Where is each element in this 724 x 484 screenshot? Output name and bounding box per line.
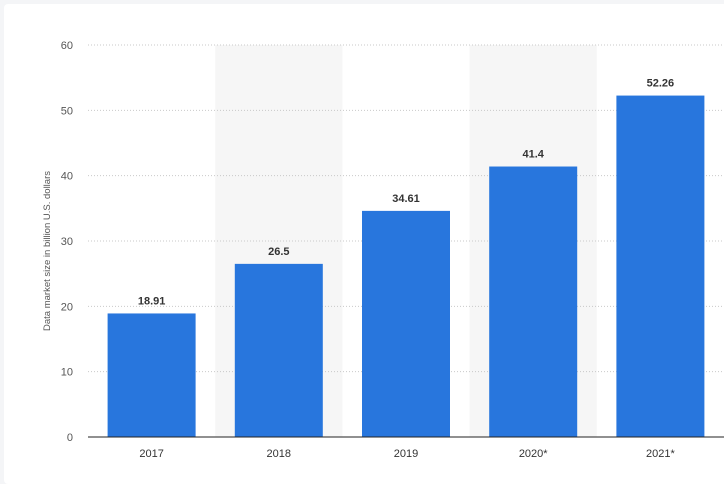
x-tick-2021: 2021*: [646, 448, 675, 460]
value-labels: 18.91 26.5 34.61 41.4 52.26: [138, 78, 674, 308]
y-tick-50: 50: [61, 105, 73, 117]
y-axis-ticks: 0 10 20 30 40 50 60: [61, 40, 73, 444]
x-tick-2018: 2018: [267, 448, 291, 460]
y-tick-0: 0: [67, 432, 73, 444]
value-label-2020: 41.4: [522, 149, 544, 161]
y-tick-40: 40: [61, 171, 73, 183]
value-label-2018: 26.5: [268, 246, 289, 258]
bar-2018[interactable]: [234, 263, 323, 437]
bar-2021[interactable]: [616, 95, 705, 438]
bar-2019[interactable]: [362, 210, 450, 437]
x-tick-2019: 2019: [394, 448, 418, 460]
y-tick-10: 10: [61, 367, 73, 379]
y-tick-20: 20: [61, 301, 73, 313]
x-tick-2020: 2020*: [519, 448, 548, 460]
y-tick-30: 30: [61, 236, 73, 248]
bar-chart: 0 10 20 30 40 50 60 18.91 26.5 34.61 41.4 52.26 20…: [42, 40, 724, 460]
value-label-2021: 52.26: [647, 78, 675, 90]
bars: [107, 95, 705, 438]
bar-2017[interactable]: [107, 313, 196, 437]
y-axis-label: Data market size in billion U.S. dollars: [42, 171, 53, 331]
y-tick-60: 60: [61, 40, 73, 52]
x-tick-2017: 2017: [139, 448, 163, 460]
value-label-2019: 34.61: [392, 193, 420, 205]
bar-2020[interactable]: [489, 166, 578, 437]
x-axis-ticks: 2017 2018 2019 2020* 2021*: [139, 448, 675, 460]
value-label-2017: 18.91: [138, 295, 166, 307]
